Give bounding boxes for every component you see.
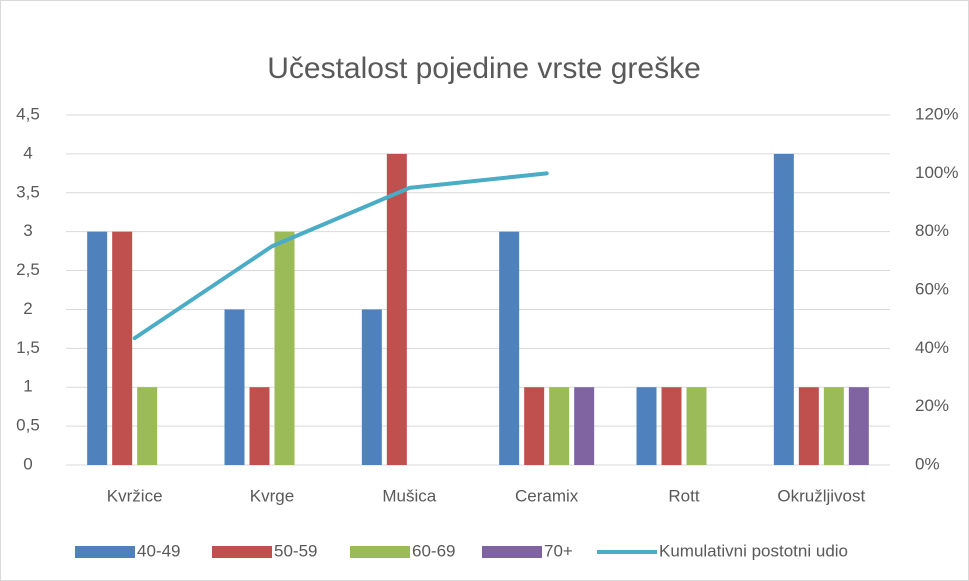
y2-tick-label: 0% [915, 454, 940, 473]
legend-label: 50-59 [274, 541, 317, 560]
bar [823, 387, 844, 465]
y2-tick-label: 120% [915, 104, 958, 123]
y2-tick-label: 40% [915, 338, 949, 357]
y-tick-label: 4 [23, 143, 32, 162]
bar [249, 387, 270, 465]
bar [773, 153, 794, 465]
bar [274, 231, 295, 465]
y2-tick-label: 20% [915, 396, 949, 415]
y-tick-label: 0 [23, 454, 32, 473]
line [132, 171, 549, 341]
bar [636, 387, 657, 465]
y2-tick-label: 60% [915, 279, 949, 298]
x-tick-label: Rott [668, 486, 699, 505]
legend-swatch [482, 546, 542, 558]
bar [224, 309, 245, 465]
x-tick-label: Kvrge [250, 486, 294, 505]
y-tick-label: 4,5 [16, 104, 40, 123]
x-tick-label: Ceramix [515, 486, 579, 505]
bar [386, 153, 407, 465]
y-tick-label: 3,5 [16, 182, 40, 201]
y-tick-label: 0,5 [16, 416, 40, 435]
legend-label: 60-69 [412, 541, 455, 560]
y2-tick-label: 100% [915, 163, 958, 182]
y-tick-label: 1 [23, 377, 32, 396]
y2-tick-label: 80% [915, 221, 949, 240]
x-tick-label: Kvržice [107, 486, 163, 505]
bar [112, 231, 133, 465]
bar [137, 387, 158, 465]
legend-swatch [212, 546, 272, 558]
bar [574, 387, 595, 465]
bar [499, 231, 520, 465]
y-tick-label: 2,5 [16, 260, 40, 279]
bar [798, 387, 819, 465]
bar [524, 387, 545, 465]
legend-swatch [75, 546, 135, 558]
bar [661, 387, 682, 465]
bar [87, 231, 108, 465]
y-tick-label: 1,5 [16, 338, 40, 357]
legend-label: Kumulativni postotni udio [659, 541, 848, 560]
bar [686, 387, 707, 465]
legend-label: 40-49 [137, 541, 180, 560]
y-tick-label: 2 [23, 299, 32, 318]
bar [848, 387, 869, 465]
legend-label: 70+ [544, 541, 573, 560]
bar [361, 309, 382, 465]
legend-swatch [350, 546, 410, 558]
x-tick-label: Okružljivost [777, 486, 865, 505]
chart-title: Učestalost pojedine vrste greške [267, 52, 701, 85]
bar [549, 387, 570, 465]
x-tick-label: Mušica [382, 486, 436, 505]
y-tick-label: 3 [23, 221, 32, 240]
